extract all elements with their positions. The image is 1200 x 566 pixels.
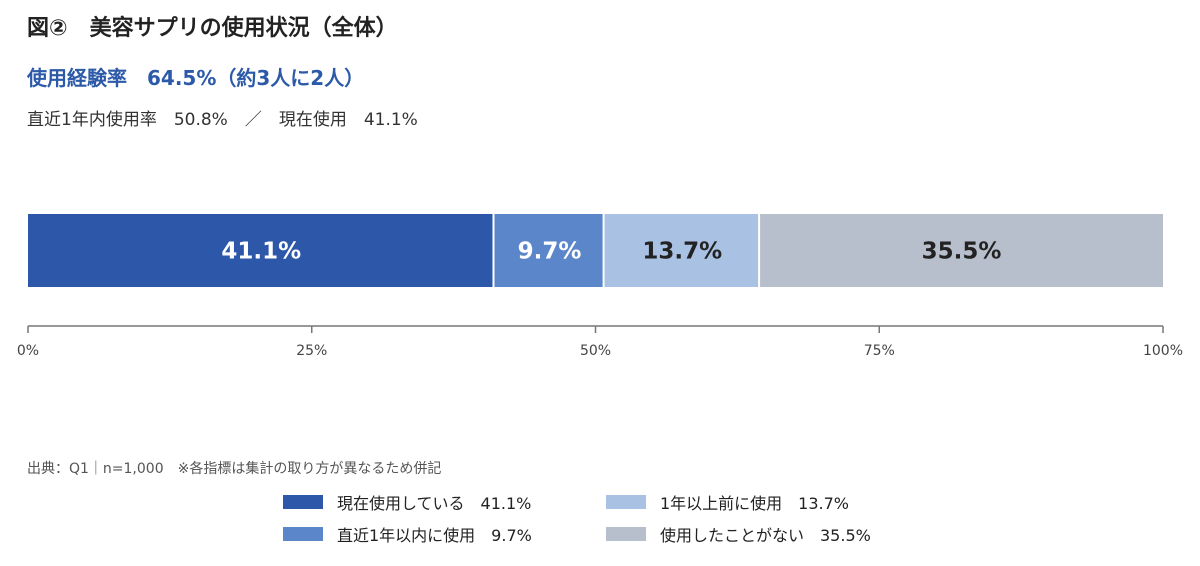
chart-title: 図② 美容サプリの使用状況（全体） [27,16,398,41]
x-tick-label: 0% [17,343,39,359]
bar-segment [28,214,493,287]
bar-segment [494,214,603,287]
legend-swatch [606,495,646,509]
data-label: 35.5% [922,239,1002,265]
x-tick-label: 100% [1143,343,1183,359]
x-tick-label: 25% [296,343,327,359]
bar-segment [604,214,759,287]
legend-label: 使用したことがない 35.5% [660,526,871,545]
legend-swatch [283,495,323,509]
data-label: 9.7% [518,239,582,265]
data-label: 41.1% [221,239,301,265]
bar-segment [760,214,1163,287]
legend-label: 現在使用している 41.1% [337,494,532,513]
x-tick-label: 75% [864,343,895,359]
legend-swatch [606,527,646,541]
legend-label: 直近1年以内に使用 9.7% [337,526,532,545]
legend-item-within-year: 直近1年以内に使用 9.7% [283,522,532,546]
legend-swatch [283,527,323,541]
x-tick-label: 50% [580,343,611,359]
legend-item-current: 現在使用している 41.1% [283,490,531,514]
legend-item-over-year: 1年以上前に使用 13.7% [606,490,849,514]
data-label: 13.7% [642,239,722,265]
stacked-bar-chart: 41.1% 9.7% 13.7% 35.5% 0% 25% 50% 75% 100% [17,214,1183,359]
legend-item-never: 使用したことがない 35.5% [606,522,871,546]
chart-note: 直近1年内使用率 50.8% ／ 現在使用 41.1% [27,110,418,130]
legend-label: 1年以上前に使用 13.7% [660,494,850,513]
source-note: 出典：Q1｜n=1,000 ※各指標は集計の取り方が異なるため併記 [27,461,442,477]
chart-subtitle: 使用経験率 64.5%（約3人に2人） [27,66,365,90]
